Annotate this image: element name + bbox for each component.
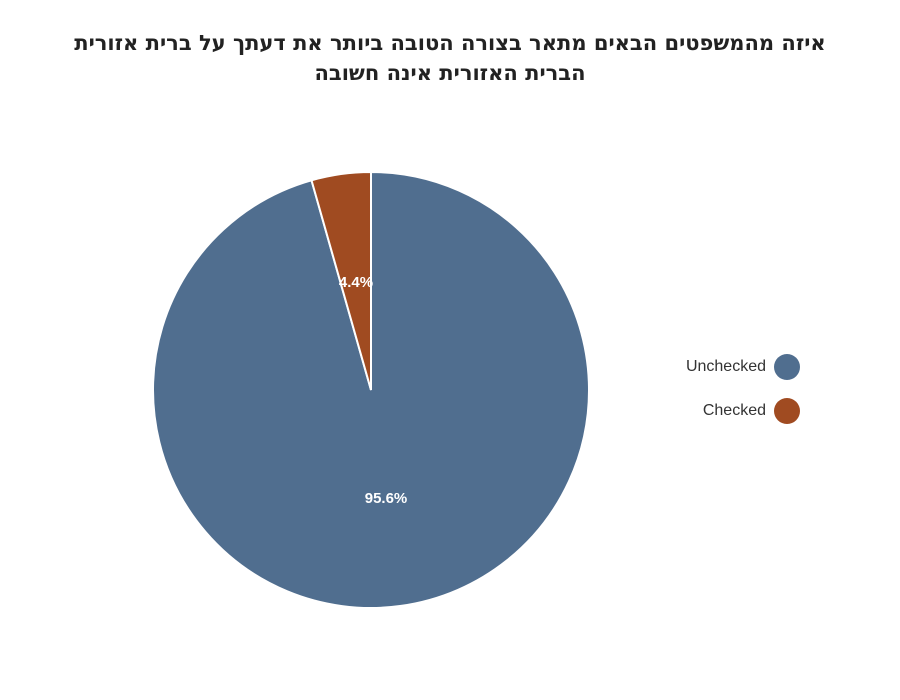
slice-label-checked: 4.4%	[339, 274, 373, 291]
pie-slice-checked[interactable]	[310, 170, 372, 391]
legend-swatch-checked	[774, 398, 800, 424]
chart-title-line-2: הברית האזורית אינה חשובה	[314, 61, 586, 85]
legend-swatch-unchecked	[774, 354, 800, 380]
chart-title-line-1: איזה מהמשפטים הבאים מתאר בצורה הטובה ביו…	[74, 31, 826, 55]
chart-legend: Unchecked Checked	[600, 352, 800, 440]
slice-label-unchecked: 95.6%	[365, 490, 408, 507]
legend-label-unchecked: Unchecked	[685, 358, 766, 375]
chart-title: איזה מהמשפטים הבאים מתאר בצורה הטובה ביו…	[0, 28, 900, 88]
legend-label-checked: Checked	[702, 402, 766, 419]
legend-item-checked[interactable]: Checked	[600, 396, 800, 426]
legend-item-unchecked[interactable]: Unchecked	[600, 352, 800, 382]
